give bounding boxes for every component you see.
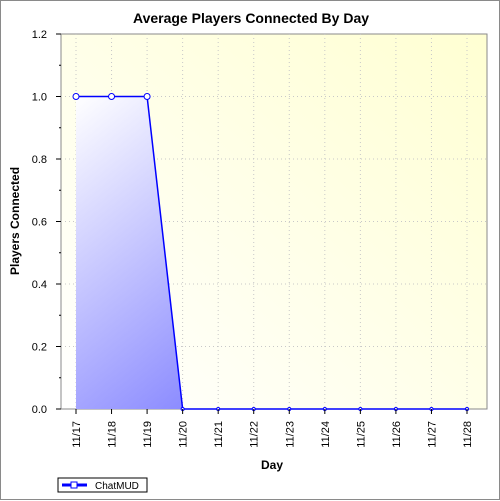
y-tick-label: 1.2 bbox=[32, 29, 47, 41]
data-point bbox=[72, 93, 80, 100]
x-tick-label: 11/18 bbox=[107, 421, 119, 448]
x-axis-label: Day bbox=[261, 458, 283, 472]
y-tick-label: 0.4 bbox=[32, 279, 47, 291]
y-tick-label: 1.0 bbox=[32, 92, 47, 104]
data-points bbox=[72, 93, 469, 411]
x-tick-label: 11/22 bbox=[249, 421, 261, 448]
x-tick-label: 11/17 bbox=[71, 421, 83, 448]
y-axis-label: Players Connected bbox=[8, 167, 22, 275]
x-tick-label: 11/24 bbox=[320, 421, 332, 448]
legend-box bbox=[57, 477, 148, 493]
legend-swatch-marker bbox=[70, 481, 78, 489]
data-point bbox=[143, 93, 151, 100]
y-tick-label: 0.8 bbox=[32, 154, 47, 166]
data-point bbox=[108, 93, 116, 100]
y-axis-ticks: 0.0 0.2 0.4 0.6 0.8 1.0 1.2 bbox=[32, 29, 61, 416]
x-tick-label: 11/26 bbox=[391, 421, 403, 448]
series-line bbox=[76, 95, 467, 410]
x-tick-label: 11/25 bbox=[355, 421, 367, 448]
y-tick-label: 0.6 bbox=[32, 217, 47, 229]
x-tick-label: 11/21 bbox=[213, 421, 225, 448]
x-tick-label: 11/27 bbox=[426, 421, 438, 448]
x-axis-ticks: 11/17 11/18 11/19 11/20 11/21 11/22 11/23 11/24… bbox=[71, 409, 474, 448]
legend: ChatMUD bbox=[57, 477, 148, 493]
x-tick-label: 11/20 bbox=[178, 421, 190, 448]
chart-title: Average Players Connected By Day bbox=[133, 10, 369, 26]
x-tick-label: 11/28 bbox=[462, 421, 474, 448]
x-tick-label: 11/19 bbox=[142, 421, 154, 448]
x-tick-label: 11/23 bbox=[284, 421, 296, 448]
y-tick-label: 0.0 bbox=[32, 404, 47, 416]
legend-label: ChatMUD bbox=[95, 481, 139, 492]
y-tick-label: 0.2 bbox=[32, 342, 47, 354]
